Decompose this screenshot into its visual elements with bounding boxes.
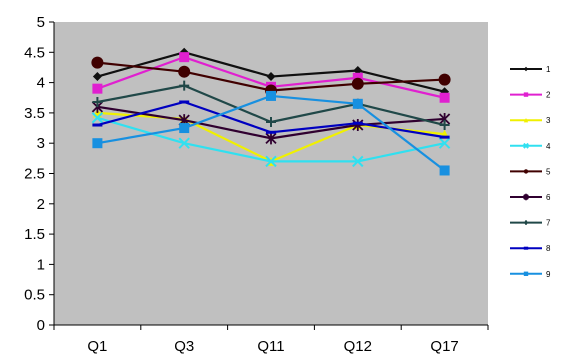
series-layer: [91, 47, 451, 176]
y-tick-label: 5: [37, 14, 45, 31]
legend-item: 3: [510, 116, 551, 125]
data-point: [266, 116, 276, 127]
x-axis-ticks: Q1 Q3 Q11 Q12 Q17: [53, 325, 489, 355]
data-point: [179, 80, 190, 91]
y-tick-label: 2: [37, 196, 45, 213]
data-point: [266, 90, 276, 101]
plot-area: [54, 22, 488, 325]
y-tick-label: 2.5: [24, 166, 45, 183]
legend-label: 4: [546, 142, 551, 151]
y-tick-label: 0: [37, 317, 45, 334]
data-point: [352, 98, 363, 109]
y-tick-label: 1.5: [24, 226, 45, 243]
x-tick-label: Q1: [87, 338, 107, 355]
y-tick-label: 1: [37, 256, 45, 273]
data-point: [523, 220, 529, 225]
data-point: [523, 246, 529, 250]
data-point: [523, 169, 529, 174]
y-tick-label: 3: [37, 135, 45, 152]
legend-label: 3: [546, 116, 551, 125]
data-point: [523, 193, 529, 201]
legend-item: 8: [510, 244, 551, 253]
legend-label: 9: [546, 270, 551, 279]
data-point: [92, 138, 103, 149]
x-tick-label: Q11: [257, 338, 284, 355]
data-point: [439, 135, 450, 139]
data-point: [351, 77, 364, 90]
legend-label: 5: [546, 167, 551, 176]
data-point: [178, 65, 191, 78]
data-point: [353, 65, 363, 75]
data-point: [352, 72, 363, 83]
x-tick-label: Q3: [174, 338, 194, 355]
data-point: [265, 155, 277, 168]
data-point: [523, 271, 529, 276]
legend-item: 2: [510, 91, 551, 100]
series-7: [92, 80, 450, 131]
series-4: [91, 112, 451, 168]
y-tick-label: 0.5: [24, 287, 45, 304]
legend: 1 2 3 4 5 6 7 8 9: [510, 65, 551, 279]
data-point: [438, 137, 451, 149]
series-9: [92, 90, 450, 176]
data-point: [265, 132, 277, 145]
legend-item: 9: [510, 270, 551, 279]
legend-item: 7: [510, 219, 551, 228]
data-point: [352, 119, 364, 132]
legend-label: 2: [546, 91, 551, 100]
data-point: [352, 121, 363, 125]
data-point: [179, 52, 190, 63]
data-point: [352, 155, 364, 168]
data-point: [523, 142, 529, 149]
legend-item: 6: [510, 193, 551, 202]
legend-label: 6: [546, 193, 551, 202]
data-point: [523, 66, 529, 72]
legend-item: 4: [510, 142, 551, 151]
legend-item: 5: [510, 167, 551, 176]
data-point: [523, 92, 529, 97]
data-point: [92, 72, 102, 82]
data-point: [439, 120, 450, 131]
legend-label: 7: [546, 219, 551, 228]
data-point: [179, 100, 190, 104]
data-point: [179, 123, 190, 134]
y-tick-label: 4.5: [24, 44, 45, 61]
y-tick-label: 4: [37, 75, 45, 92]
series-8: [92, 100, 450, 139]
data-point: [439, 165, 450, 176]
legend-item: 1: [510, 65, 551, 74]
data-point: [439, 92, 450, 103]
legend-label: 8: [546, 244, 551, 253]
data-point: [438, 73, 451, 86]
x-tick-label: Q12: [344, 338, 372, 355]
data-point: [92, 83, 103, 94]
data-point: [266, 72, 276, 82]
data-point: [523, 118, 529, 123]
x-tick-label: Q17: [430, 338, 458, 355]
y-axis-ticks: 0 0.5 1 1.5 2 2.5 3 3.5 4 4.5 5: [24, 14, 54, 334]
data-point: [91, 56, 104, 69]
data-point: [92, 123, 103, 127]
legend-label: 1: [546, 65, 551, 74]
data-point: [178, 137, 190, 149]
data-point: [92, 96, 103, 107]
data-point: [91, 112, 104, 124]
y-tick-label: 3.5: [24, 105, 45, 122]
data-point: [266, 130, 276, 134]
